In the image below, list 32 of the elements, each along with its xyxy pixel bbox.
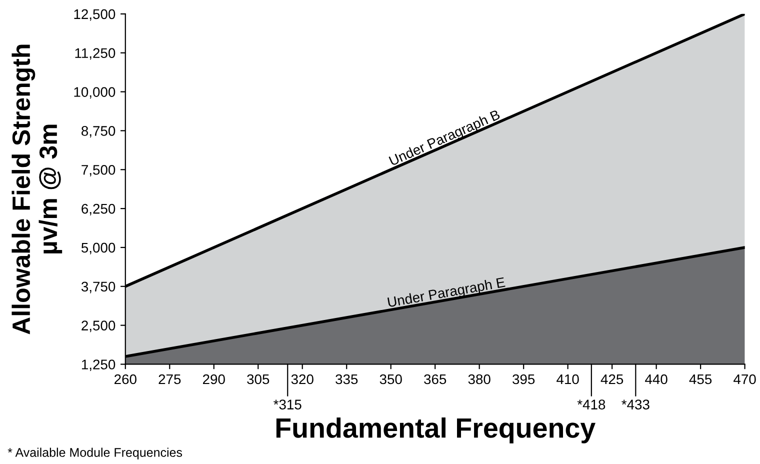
ref-line-label: *433 [622, 400, 650, 410]
x-tick-label: 380 [468, 374, 490, 384]
y-tick-label: 5,000 [81, 242, 116, 254]
ref-line-label: *418 [577, 400, 606, 410]
y-tick-label: 7,500 [82, 164, 116, 176]
text: * Available Module Frequencies [8, 448, 182, 460]
x-tick-label: 440 [645, 374, 668, 384]
y-tick-label: 10,000 [74, 87, 116, 99]
x-tick-label: 335 [336, 374, 358, 384]
x-tick-label: 455 [689, 374, 712, 384]
y-tick-label: 3,750 [81, 282, 116, 294]
y-tick-label: 11,250 [75, 48, 116, 60]
x-tick-label: 350 [380, 374, 402, 384]
x-tick-label: 365 [424, 374, 446, 384]
y-tick-label: 12,500 [74, 9, 116, 21]
ref-line-label: *315 [274, 400, 302, 410]
y-axis-title: Allowable Field Strength µv/m @ 3m [12, 44, 62, 334]
x-tick-label: 410 [556, 374, 579, 384]
y-tick-label: 2,500 [82, 320, 116, 332]
x-tick-label: 260 [114, 374, 136, 384]
y-tick-label: 1,250 [82, 360, 116, 372]
x-tick-label: 395 [512, 374, 535, 384]
y-tick-label: 8,750 [82, 126, 116, 138]
y-tick-label: 6,250 [82, 204, 116, 216]
x-tick-label: 470 [734, 374, 756, 384]
text: Under Paragraph E [387, 276, 506, 310]
x-tick-label: 275 [158, 374, 181, 384]
x-tick-label: 320 [291, 374, 314, 384]
x-tick-label: 305 [247, 374, 270, 384]
x-tick-label: 290 [203, 374, 225, 384]
x-tick-label: 425 [600, 374, 624, 384]
x-axis-title: Fundamental Frequency [276, 417, 596, 444]
